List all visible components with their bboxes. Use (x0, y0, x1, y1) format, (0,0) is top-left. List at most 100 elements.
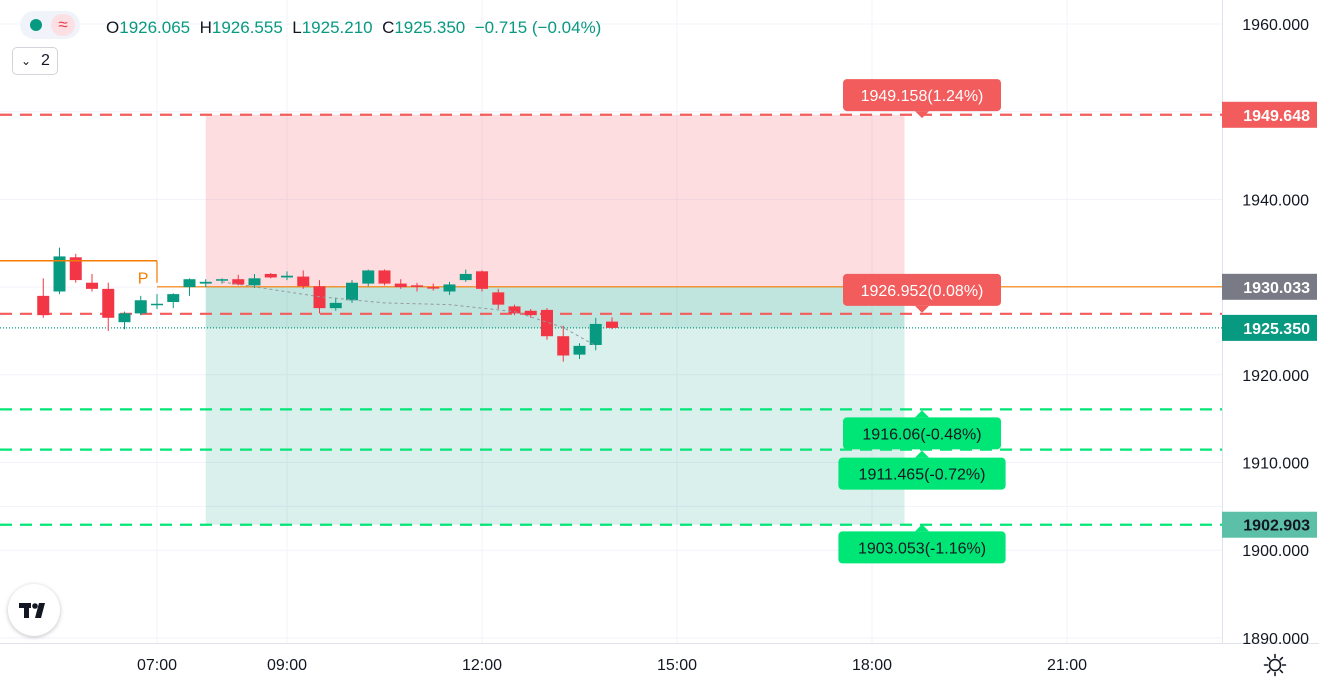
candle-body (199, 281, 212, 284)
low-value: 1925.210 (301, 18, 373, 37)
settings-gear-icon[interactable] (1263, 653, 1287, 677)
change-value: −0.715 (−0.04%) (474, 18, 602, 37)
candle (329, 297, 342, 311)
high-value: 1926.555 (211, 18, 283, 37)
candle-body (394, 283, 407, 288)
candle-body (151, 303, 163, 306)
candle-body (329, 302, 342, 309)
candle (557, 325, 570, 362)
position-label-pointer (915, 524, 929, 532)
candles (37, 247, 618, 362)
position-label-pointer (915, 410, 929, 418)
candle-body (557, 336, 570, 356)
time-tick-label: 09:00 (267, 657, 307, 674)
position-label-box (843, 79, 1001, 112)
symbol-status-pill[interactable]: ≈ (20, 11, 80, 39)
low-label: L (292, 18, 302, 37)
stop-loss-zone (205, 114, 905, 287)
price-axis-tag-label: 1902.903 (1243, 518, 1310, 535)
candle-body (102, 288, 115, 318)
candle (232, 274, 245, 286)
candle (151, 294, 163, 310)
position-zones (205, 114, 905, 525)
ohlc-legend: O1926.065 H1926.555 L1925.210 C1925.350 … (106, 18, 601, 38)
position-label-text: 1903.053(-1.16%) (858, 540, 986, 557)
candle (476, 270, 488, 292)
candle-body (216, 279, 228, 281)
position-label-text: 1916.06(-0.48%) (862, 426, 981, 443)
candle (606, 317, 618, 330)
time-axis-bg (0, 643, 1319, 686)
position-label: 1916.06(-0.48%) (843, 410, 1001, 450)
candle (508, 304, 521, 316)
tradingview-logo-icon[interactable] (8, 584, 60, 636)
time-tick-label: 15:00 (657, 657, 697, 674)
candle-body (281, 275, 293, 278)
position-label: 1903.053(-1.16%) (838, 524, 1006, 564)
candle (346, 280, 358, 303)
candle-body (86, 282, 98, 289)
candle-body (264, 273, 277, 278)
wave-icon: ≈ (51, 14, 75, 36)
chart-overlays: P (0, 260, 596, 347)
close-label: C (382, 18, 395, 37)
candle (524, 309, 537, 318)
candle (541, 308, 553, 340)
position-label: 1926.952(0.08%) (843, 273, 1001, 313)
candle-body (248, 278, 261, 286)
candle (378, 269, 391, 286)
candle-body (459, 273, 472, 281)
candle-body (183, 279, 196, 288)
price-axis-tag (1222, 511, 1317, 538)
price-tick-label: 1900.000 (1242, 543, 1309, 560)
candle-body (606, 321, 618, 328)
indicators-toggle-button[interactable]: ⌄ 2 (12, 47, 58, 75)
candle-body (69, 257, 82, 281)
candle (589, 317, 602, 351)
position-label-text: 1949.158(1.24%) (861, 88, 984, 105)
price-tick-label: 1910.000 (1242, 456, 1309, 473)
candle (216, 278, 228, 284)
candle-body (362, 270, 375, 284)
candle-body (232, 279, 245, 285)
candle-body (443, 284, 456, 292)
price-axis-tag (1222, 101, 1317, 128)
open-value: 1926.065 (119, 18, 191, 37)
time-tick-label: 18:00 (852, 657, 892, 674)
candle (86, 273, 98, 292)
candle-body (134, 300, 147, 314)
candle-body (118, 313, 131, 323)
candle (69, 253, 82, 283)
price-tick-label: 1940.000 (1242, 192, 1309, 209)
candle (427, 283, 440, 291)
candle (118, 311, 131, 330)
candle (167, 293, 180, 309)
candle (394, 279, 407, 289)
candle (53, 247, 66, 295)
price-axis-tag (1222, 314, 1317, 341)
position-label-box (838, 531, 1006, 564)
position-label-pointer (915, 111, 929, 119)
candle-body (476, 271, 488, 289)
candle (264, 273, 277, 279)
candle-body (573, 345, 586, 355)
time-tick-label: 21:00 (1047, 657, 1087, 674)
price-axis-tag (1222, 273, 1317, 300)
candle (492, 288, 505, 310)
price-axis-tag-label: 1925.350 (1243, 321, 1310, 338)
candle (183, 278, 196, 296)
market-open-dot-icon (30, 19, 42, 31)
candle-body (167, 294, 180, 303)
candle (102, 282, 115, 331)
take-profit-zone (205, 286, 905, 525)
candle-body (53, 256, 66, 292)
candle-body (378, 270, 391, 284)
close-value: 1925.350 (394, 18, 466, 37)
position-labels: 1949.158(1.24%) 1926.952(0.08%) 1916.06(-0… (838, 79, 1006, 564)
candle-body (541, 309, 553, 337)
position-label-box (838, 457, 1006, 490)
candle (199, 279, 212, 288)
candle-body (346, 282, 358, 301)
time-tick-label: 07:00 (137, 657, 177, 674)
